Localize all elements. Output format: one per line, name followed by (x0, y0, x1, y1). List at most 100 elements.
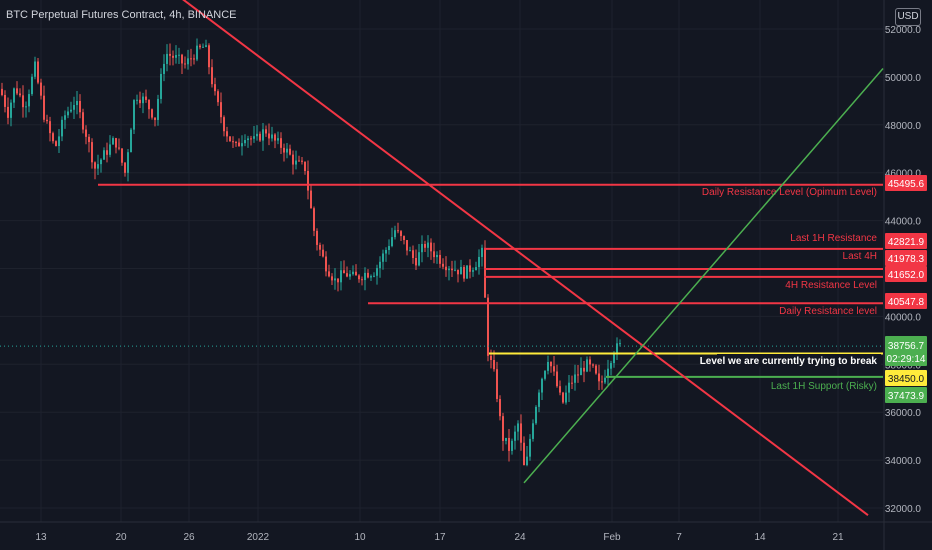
candle-body (472, 270, 474, 272)
candle-body (370, 276, 372, 278)
candle-body (250, 138, 252, 140)
candle-body (319, 244, 321, 250)
candle-body (283, 147, 285, 153)
price-tag-bg (885, 293, 927, 309)
candle-body (532, 423, 534, 439)
candle-body (523, 442, 525, 466)
candle-body (409, 250, 411, 252)
x-tick-label: 24 (514, 532, 526, 543)
candle-body (460, 266, 462, 275)
candle-body (562, 392, 564, 403)
candle-body (223, 117, 225, 132)
candle-body (265, 129, 267, 134)
price-tag: 37473.9 (888, 391, 925, 402)
candle-body (451, 268, 453, 271)
candle-body (79, 100, 81, 113)
price-tag: 41978.3 (888, 254, 925, 265)
candle-body (379, 261, 381, 269)
x-tick-label: 10 (354, 532, 366, 543)
candle-body (334, 278, 336, 281)
candle-body (604, 377, 606, 383)
candle-body (172, 55, 174, 58)
candle-body (331, 276, 333, 281)
candle-body (361, 279, 363, 281)
candle-body (97, 164, 99, 169)
level-label: Last 4H (843, 251, 877, 262)
candle-body (397, 230, 399, 232)
level-label: Level we are currently trying to break (700, 356, 878, 367)
candle-body (583, 367, 585, 372)
candle-body (439, 254, 441, 264)
candle-body (103, 150, 105, 160)
candle-body (322, 249, 324, 257)
time-axis[interactable]: 13 20 26 2022 10 17 24 Feb 7 14 21 (0, 521, 932, 543)
candle-body (169, 53, 171, 56)
candle-body (325, 256, 327, 272)
candle-body (292, 154, 294, 165)
candle-body (490, 355, 492, 361)
candle-body (295, 160, 297, 165)
trendlines[interactable] (165, 0, 884, 516)
x-tick-label: 14 (754, 532, 766, 543)
currency-button[interactable]: USD (895, 8, 921, 26)
candle-body (364, 272, 366, 281)
horizontal-levels[interactable]: Daily Resistance Level (Opimum Level) Las… (0, 183, 883, 392)
candle-body (19, 93, 21, 96)
candle-body (229, 136, 231, 142)
candle-body (511, 440, 513, 451)
candle-body (259, 133, 261, 141)
candle-body (31, 76, 33, 95)
candle-body (619, 343, 621, 345)
candle-body (181, 54, 183, 64)
candle-body (199, 45, 201, 48)
price-tag-bg (885, 175, 927, 191)
level-label: Last 1H Resistance (790, 233, 877, 244)
chart-title: BTC Perpetual Futures Contract, 4h, BINA… (6, 9, 237, 21)
candle-body (469, 265, 471, 272)
candle-body (565, 392, 567, 403)
price-tag: 42821.9 (888, 237, 925, 248)
candle-body (214, 84, 216, 92)
candle-body (175, 55, 177, 58)
candle-body (430, 242, 432, 252)
candle-body (550, 361, 552, 367)
candle-body (25, 106, 27, 108)
candle-body (547, 361, 549, 371)
candle-body (13, 88, 15, 103)
candles (1, 38, 621, 467)
candle-body (118, 147, 120, 149)
candle-body (121, 148, 123, 163)
candle-body (391, 237, 393, 247)
candle-body (274, 134, 276, 141)
candle-body (217, 91, 219, 103)
candle-body (100, 159, 102, 165)
x-tick-label: 17 (434, 532, 446, 543)
candle-body (568, 382, 570, 393)
candle-body (328, 271, 330, 277)
candle-body (301, 160, 303, 162)
candle-body (559, 386, 561, 393)
candle-body (268, 133, 270, 139)
x-tick-label: 21 (832, 532, 844, 543)
candle-body (337, 278, 339, 283)
candle-body (388, 246, 390, 250)
x-tick-label: 2022 (247, 532, 270, 543)
candle-body (403, 236, 405, 241)
candle-body (400, 231, 402, 237)
candle-body (607, 368, 609, 378)
candle-body (454, 269, 456, 271)
candle-body (109, 144, 111, 155)
candle-body (178, 54, 180, 56)
candle-body (367, 272, 369, 278)
candle-body (91, 142, 93, 163)
candle-body (190, 58, 192, 60)
candle-body (505, 437, 507, 441)
candle-body (298, 160, 300, 162)
price-tag-bg (885, 250, 927, 266)
current-price-tag-bg (885, 336, 927, 366)
candle-body (463, 266, 465, 279)
candle-body (127, 152, 129, 173)
candle-body (577, 374, 579, 376)
